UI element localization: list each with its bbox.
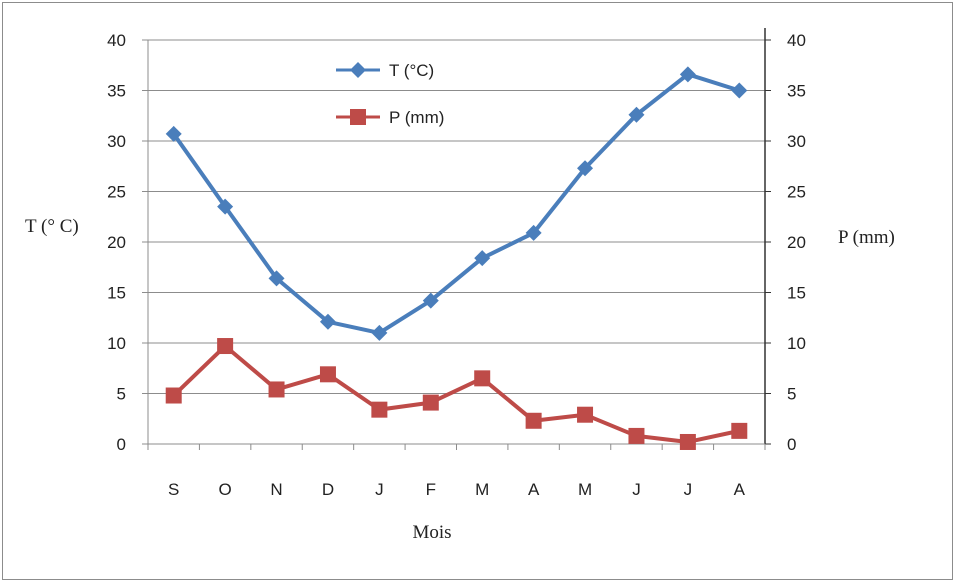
x-tick-label: D [322,480,334,499]
y-right-tick-label: 25 [787,183,806,202]
series-line [172,72,740,335]
y-left-tick-label: 0 [117,435,126,454]
x-tick-label: M [578,480,592,499]
data-point-diamond [371,324,388,341]
y-left-tick-label: 5 [117,385,126,404]
data-point-diamond [731,82,748,99]
data-point-diamond [268,270,285,287]
y-right-tick-label: 20 [787,233,806,252]
x-tick-label: F [426,480,436,499]
legend: T (°C) P (mm) [336,61,444,127]
y-axis-right-label: P (mm) [838,227,895,248]
y-left-tick-label: 40 [107,31,126,50]
y-left-tick-label: 25 [107,183,126,202]
x-tick-label: J [632,480,641,499]
data-point-square [474,370,491,387]
y-right-tick-label: 40 [787,31,806,50]
legend-label-precipitation: P (mm) [389,108,444,127]
x-axis-label: Mois [412,522,451,543]
data-point-square [268,381,285,398]
data-point-diamond [165,125,182,142]
data-point-diamond [474,250,491,267]
data-point-square [679,433,696,450]
series-precipitation [165,338,748,450]
y-left-tick-label: 15 [107,284,126,303]
x-tick-label: M [475,480,489,499]
y-right-tick-label: 5 [787,385,796,404]
data-point-diamond [628,106,645,123]
data-point-square [165,387,182,404]
data-point-square [319,366,336,383]
tick-labels: 0 0 5 5 10 10 15 15 20 20 25 25 30 30 35 35 40 40 S O N D J F M A… [107,31,806,499]
legend-marker-diamond [350,62,366,78]
data-point-diamond [319,313,336,330]
data-point-square [525,412,542,429]
x-tick-label: J [375,480,384,499]
data-point-square [422,394,439,411]
y-left-tick-label: 30 [107,132,126,151]
y-right-tick-label: 0 [787,435,796,454]
data-point-square [217,338,234,355]
axes [142,28,771,450]
data-point-diamond [422,292,439,309]
data-series [165,66,748,450]
x-tick-label: A [528,480,540,499]
y-right-tick-label: 30 [787,132,806,151]
y-left-tick-label: 35 [107,82,126,101]
y-left-tick-label: 20 [107,233,126,252]
legend-item-precipitation: P (mm) [336,108,444,127]
y-right-tick-label: 10 [787,334,806,353]
x-tick-label: A [734,480,746,499]
y-left-tick-label: 10 [107,334,126,353]
data-point-diamond [217,198,234,215]
gridlines [148,39,765,394]
x-tick-label: J [684,480,693,499]
data-point-square [628,427,645,444]
legend-label-temperature: T (°C) [389,61,434,80]
data-point-square [731,422,748,439]
x-tick-label: S [168,480,179,499]
series-temperature [165,66,748,341]
data-point-diamond [525,224,542,241]
y-axis-left-label: T (° C) [25,216,79,237]
y-right-tick-label: 15 [787,284,806,303]
series-line [172,344,740,444]
x-tick-label: O [219,480,232,499]
y-right-tick-label: 35 [787,82,806,101]
x-tick-label: N [270,480,282,499]
data-point-diamond [679,66,696,83]
data-point-square [577,406,594,423]
legend-marker-square [350,109,366,125]
legend-item-temperature: T (°C) [336,61,434,80]
data-point-diamond [577,160,594,177]
data-point-square [371,401,388,418]
